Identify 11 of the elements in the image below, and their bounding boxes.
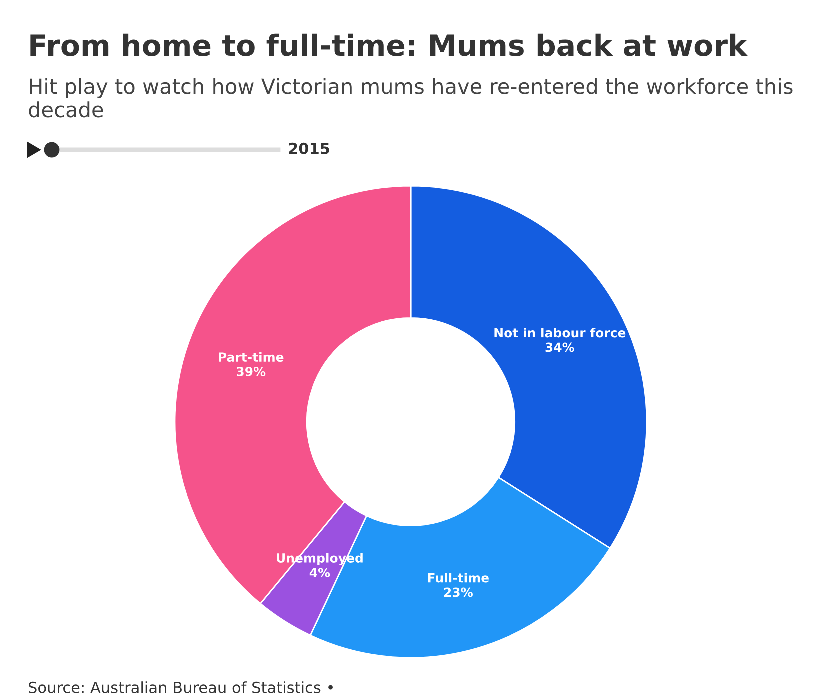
text: 2015 xyxy=(289,142,330,154)
slice-label: Not in labour force xyxy=(494,328,626,338)
data-label: 4% xyxy=(310,568,330,578)
chart-title: From home to full-time: Mums back at work xyxy=(30,34,748,56)
data-label: 23% xyxy=(444,588,473,598)
slice-label: Part-time xyxy=(219,352,284,362)
slice-label: Full-time xyxy=(428,573,489,583)
chart-subtitle: Hit play to watch how Victorian mums have re-entered the workforce this decade xyxy=(29,78,793,118)
source-note: Source: Australian Bureau of Statistics • xyxy=(29,682,333,694)
data-label: 39% xyxy=(237,367,266,376)
data-label: 34% xyxy=(546,342,574,352)
